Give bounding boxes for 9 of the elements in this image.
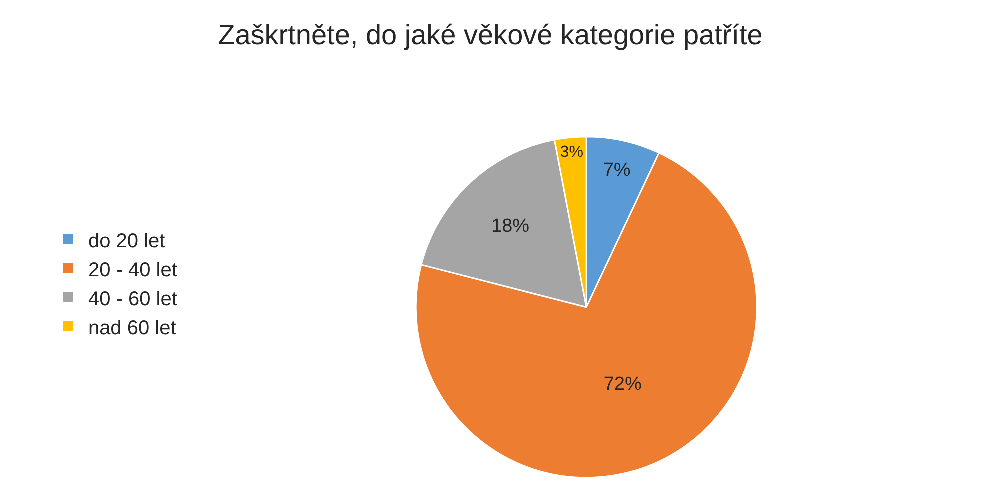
legend-label: do 20 let (88, 230, 166, 252)
legend-label: 20 - 40 let (88, 259, 178, 282)
data-label: 7% (603, 160, 631, 182)
legend-label: 40 - 60 let (88, 288, 178, 310)
data-label: 3% (560, 142, 584, 161)
legend-label: nad 60 let (88, 317, 177, 340)
data-label: 72% (604, 374, 642, 396)
chart-title: Zaškrtněte, do jaké věkové kategorie patříte (218, 20, 763, 51)
data-label: 18% (492, 216, 530, 237)
